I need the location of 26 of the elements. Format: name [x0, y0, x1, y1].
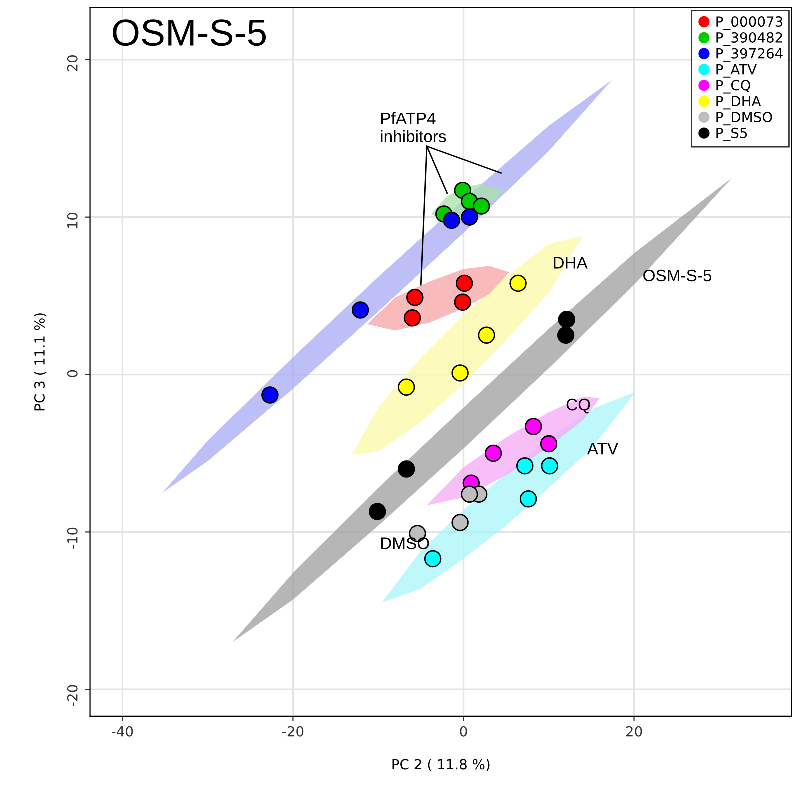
annotation: OSM-S-5 — [644, 270, 712, 282]
legend-label: P_397264 — [716, 48, 783, 62]
annotation: PfATP4 inhibitors — [381, 112, 446, 143]
legend-label: P_ATV — [716, 64, 757, 78]
annotation: CQ — [566, 398, 590, 414]
annotation: ATV — [587, 443, 618, 455]
x-tick-label: -40 — [112, 726, 134, 737]
x-axis-title: PC 2 ( 11.8 %) — [392, 759, 490, 772]
legend-label: P_000073 — [716, 16, 783, 30]
legend-label: P_DHA — [716, 96, 762, 110]
annotation: DHA — [554, 257, 588, 269]
annotation: DMSO — [381, 538, 430, 550]
legend-label: P_S5 — [716, 128, 748, 142]
x-tick-label: -20 — [282, 726, 304, 737]
y-tick-label: 20 — [67, 56, 78, 72]
legend-label: P_390482 — [716, 32, 782, 46]
y-tick-label: 10 — [67, 212, 78, 228]
chart-title: OSM-S-5 — [113, 20, 266, 46]
y-tick-label: -20 — [67, 685, 78, 706]
y-tick-label: 0 — [67, 370, 78, 378]
x-tick-label: 0 — [460, 726, 468, 737]
x-tick-label: 20 — [626, 726, 642, 737]
y-tick-label: -10 — [67, 528, 78, 549]
legend-label: P_DMSO — [716, 112, 772, 126]
y-axis-title: PC 3 ( 11.1 %) — [34, 314, 47, 411]
legend-label: P_CQ — [716, 80, 750, 94]
